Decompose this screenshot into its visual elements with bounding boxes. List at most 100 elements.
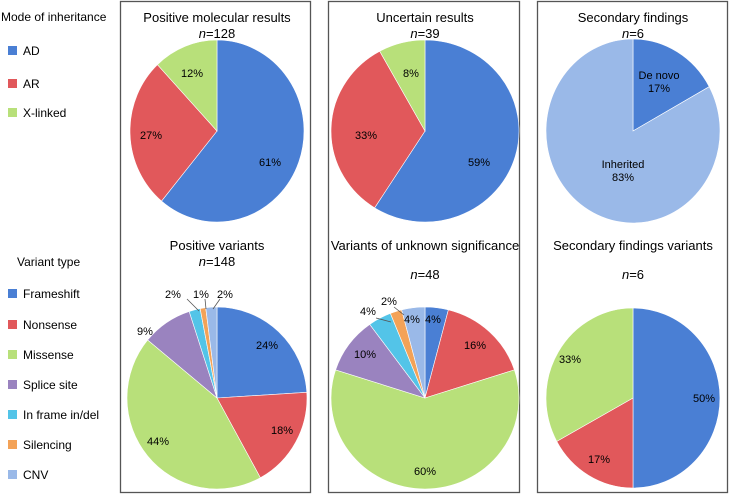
pie-label-splice-site: 10%	[354, 349, 376, 361]
pie-label-silencing: 2%	[381, 296, 397, 308]
pie-slice-cnv	[401, 306, 426, 399]
pie-2-n: n=39	[410, 26, 439, 41]
legend-item-frameshift: Frameshift	[8, 287, 80, 301]
pie-label-ar: 33%	[355, 130, 377, 142]
pie-slice-frameshift	[632, 307, 721, 489]
pie-label-line: 9%	[137, 326, 153, 338]
pie-5-n: n=48	[410, 267, 439, 282]
leader-line	[186, 298, 200, 312]
pie-label-inherited: Inherited 83%	[602, 159, 645, 184]
pie-label-line: 4%	[425, 314, 441, 326]
pie-slice-ar	[129, 64, 218, 202]
pie-secondary-findings: De novo 17% Inherited 83%	[545, 38, 721, 224]
pie-label-line: 61%	[259, 157, 281, 169]
pie-3-n-symbol: n	[622, 26, 629, 41]
pie-label-cnv: 2%	[217, 289, 233, 301]
pie-label-line: 27%	[140, 130, 162, 142]
legend-swatch-splice-site	[8, 380, 17, 389]
pie-label-line: 2%	[217, 289, 233, 301]
pie-5-n-symbol: n	[410, 267, 417, 282]
pie-5-title: Variants of unknown significance	[331, 238, 519, 253]
legend-label-frameshift: Frameshift	[23, 287, 80, 301]
legend-swatch-ad	[8, 46, 17, 55]
pie-slice-frameshift	[216, 306, 308, 399]
leader-line	[393, 306, 405, 316]
pie-3-title: Secondary findings	[578, 10, 689, 25]
legend-item-missense: Missense	[8, 348, 74, 362]
pie-label-in-frame-in-del: 4%	[360, 306, 376, 318]
legend-label-cnv: CNV	[23, 468, 48, 482]
pie-6-header: Secondary findings variants n=6	[553, 238, 713, 282]
pie-1-n: n=128	[199, 26, 236, 41]
pie-4-n-value: =148	[206, 254, 235, 269]
leader-line	[204, 298, 207, 310]
pie-label-line: 44%	[147, 436, 169, 448]
pie-2-n-symbol: n	[410, 26, 417, 41]
legend-swatch-frameshift	[8, 289, 17, 298]
pie-3-n-value: =6	[629, 26, 644, 41]
legend-label-in-frame: In frame in/del	[23, 408, 99, 422]
legend-label-splice-site: Splice site	[23, 378, 78, 392]
pie-6-n: n=6	[622, 267, 644, 282]
legend-item-splice-site: Splice site	[8, 378, 78, 392]
pie-slice-nonsense	[556, 397, 634, 489]
pie-label-de-novo: De novo 17%	[639, 70, 680, 95]
pie-label-line: 83%	[612, 172, 634, 184]
legend-swatch-silencing	[8, 440, 17, 449]
legend-swatch-cnv	[8, 470, 17, 479]
pie-slice-ad	[374, 39, 520, 223]
pie-slice-nonsense	[216, 391, 308, 479]
pie-2-title: Uncertain results	[376, 10, 474, 25]
pie-label-ar: 27%	[140, 130, 162, 142]
legend-label-nonsense: Nonsense	[23, 318, 77, 332]
pie-6-n-symbol: n	[622, 267, 629, 282]
pie-slice-ad	[161, 39, 305, 223]
pie-label-line: 24%	[256, 340, 278, 352]
pie-label-nonsense: 18%	[271, 425, 293, 437]
pie-label-line: 4%	[360, 306, 376, 318]
pie-positive-molecular: 61% 27% 12%	[129, 39, 305, 223]
leader-lines	[186, 298, 405, 323]
legend-item-in-frame: In frame in/del	[8, 408, 99, 422]
pie-label-cnv: 4%	[404, 314, 420, 326]
pie-slice-x-linked	[157, 39, 218, 132]
pie-1-title: Positive molecular results	[143, 10, 291, 25]
pie-label-nonsense: 17%	[588, 454, 610, 466]
pie-slice-nonsense	[424, 309, 515, 399]
pie-label-ad: 61%	[259, 157, 281, 169]
legend-swatch-in-frame	[8, 410, 17, 419]
legend-inheritance: Mode of inheritance AD AR X-linked	[1, 10, 107, 120]
pie-label-frameshift: 24%	[256, 340, 278, 352]
pie-label-line: 50%	[693, 393, 715, 405]
panel-frame-1	[119, 0, 312, 494]
pie-label-missense: 44%	[147, 436, 169, 448]
legend-swatch-ar	[8, 79, 17, 88]
legend-item-cnv: CNV	[8, 468, 48, 482]
pie-label-line: Inherited	[602, 159, 645, 171]
legend-swatch-nonsense	[8, 320, 17, 329]
pie-positive-variants: 24% 18% 44% 9% 2% 1% 2%	[126, 289, 308, 490]
pie-label-missense: 60%	[414, 466, 436, 478]
pie-2-n-value: =39	[418, 26, 440, 41]
pie-unknown-significance: 4% 16% 60% 10% 4% 2% 4%	[330, 296, 520, 490]
pie-label-line: 1%	[193, 289, 209, 301]
pie-label-line: 4%	[404, 314, 420, 326]
pie-1-n-value: =128	[206, 26, 235, 41]
pie-slice-ar	[330, 50, 426, 209]
leader-line	[375, 317, 392, 323]
pie-slice-de-novo	[632, 38, 710, 132]
legend-item-ar: AR	[8, 77, 40, 91]
pie-3-n: n=6	[622, 26, 644, 41]
legend-item-ad: AD	[8, 44, 40, 58]
pie-label-line: 18%	[271, 425, 293, 437]
pie-4-title: Positive variants	[170, 238, 265, 253]
pie-2-header: Uncertain results n=39	[376, 10, 474, 41]
pie-label-missense: 33%	[559, 354, 581, 366]
pie-label-line: 10%	[354, 349, 376, 361]
pie-label-line: 33%	[355, 130, 377, 142]
legend-label-missense: Missense	[23, 348, 74, 362]
pie-1-header: Positive molecular results n=128	[143, 10, 291, 41]
legend-label-x-linked: X-linked	[23, 106, 66, 120]
pie-label-nonsense: 16%	[464, 340, 486, 352]
